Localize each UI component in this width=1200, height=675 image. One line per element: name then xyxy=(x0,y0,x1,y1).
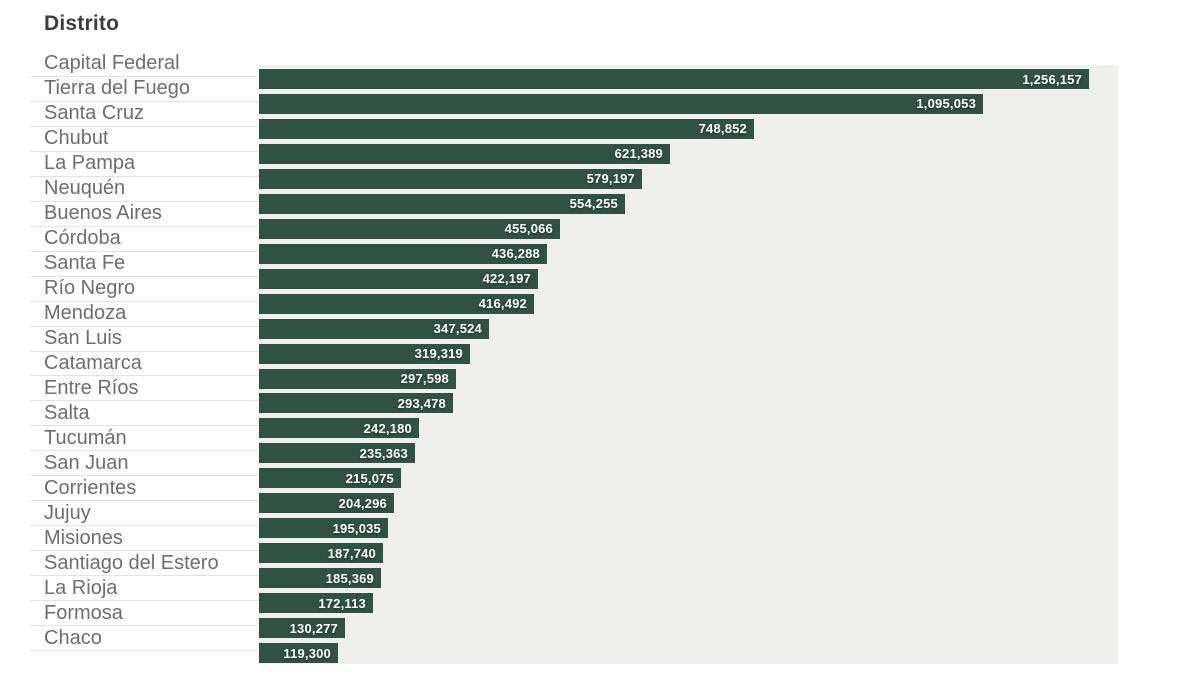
category-label: La Pampa xyxy=(30,152,259,177)
bar-value-label: 172,113 xyxy=(318,595,366,611)
bar: 554,255 xyxy=(259,193,625,214)
category-label: Santa Cruz xyxy=(30,102,259,127)
category-label: Río Negro xyxy=(30,277,259,302)
bar-value-label: 579,197 xyxy=(586,171,635,187)
bar-value-label: 119,300 xyxy=(283,645,331,661)
bar-value-label: 293,478 xyxy=(397,395,446,411)
bar-value-label: 319,319 xyxy=(414,346,463,362)
category-label: Jujuy xyxy=(30,501,259,527)
bar: 293,478 xyxy=(259,393,453,414)
category-label: Mendoza xyxy=(30,302,259,327)
category-label: Capital Federal xyxy=(30,52,259,77)
bar: 185,369 xyxy=(259,568,381,589)
category-label: Entre Ríos xyxy=(30,376,259,402)
bar-value-label: 195,035 xyxy=(332,520,381,536)
bar-value-label: 347,524 xyxy=(433,321,482,337)
bar-value-label: 185,369 xyxy=(325,570,374,586)
bar-value-label: 187,740 xyxy=(327,545,376,561)
bar-value-label: 215,075 xyxy=(345,470,394,486)
bar-value-label: 455,066 xyxy=(504,221,553,237)
bar: 422,197 xyxy=(259,268,538,289)
bar-value-label: 748,852 xyxy=(698,121,747,137)
bar-value-label: 436,288 xyxy=(491,246,540,262)
bar: 621,389 xyxy=(259,143,670,164)
category-label: San Luis xyxy=(30,327,259,352)
bar-value-label: 204,296 xyxy=(338,495,387,511)
category-label: Chaco xyxy=(30,626,259,652)
category-label: Buenos Aires xyxy=(30,202,259,227)
bar: 1,256,157 xyxy=(259,69,1089,89)
bar: 1,095,053 xyxy=(259,93,983,114)
category-label: Salta xyxy=(30,401,259,427)
bar: 748,852 xyxy=(259,118,754,139)
bar: 319,319 xyxy=(259,343,470,364)
category-label: Corrientes xyxy=(30,476,259,502)
bar: 195,035 xyxy=(259,518,388,539)
bar-value-label: 235,363 xyxy=(359,445,408,461)
bar: 347,524 xyxy=(259,318,489,339)
bar: 579,197 xyxy=(259,168,642,189)
bar: 119,300 xyxy=(259,643,338,664)
category-label: San Juan xyxy=(30,451,259,477)
bar: 242,180 xyxy=(259,418,419,439)
bar-value-label: 242,180 xyxy=(363,420,412,436)
bar: 215,075 xyxy=(259,468,401,489)
bar: 455,066 xyxy=(259,218,560,239)
category-label: Neuquén xyxy=(30,177,259,202)
bar-value-label: 130,277 xyxy=(289,620,338,636)
bar: 416,492 xyxy=(259,293,534,314)
bar: 436,288 xyxy=(259,243,547,264)
bar-value-label: 1,256,157 xyxy=(1022,71,1082,87)
bar: 235,363 xyxy=(259,443,415,464)
bar: 130,277 xyxy=(259,618,345,639)
bar-value-label: 621,389 xyxy=(614,146,663,162)
category-label: Tierra del Fuego xyxy=(30,77,259,102)
category-label: Tucumán xyxy=(30,426,259,452)
category-label: Córdoba xyxy=(30,227,259,252)
bar-value-label: 1,095,053 xyxy=(916,96,976,112)
category-label: Formosa xyxy=(30,601,259,627)
bar-value-label: 416,492 xyxy=(478,296,527,312)
bar-value-label: 297,598 xyxy=(400,371,449,387)
bar-value-label: 422,197 xyxy=(482,271,531,287)
category-label: La Rioja xyxy=(30,576,259,602)
bar: 187,740 xyxy=(259,543,383,564)
chart-title: Distrito xyxy=(44,12,120,35)
bar: 204,296 xyxy=(259,493,394,514)
category-label: Misiones xyxy=(30,526,259,552)
plot-area xyxy=(259,65,1118,664)
bar: 297,598 xyxy=(259,368,456,389)
category-label: Santiago del Estero xyxy=(30,551,259,577)
category-label: Santa Fe xyxy=(30,252,259,277)
bar-value-label: 554,255 xyxy=(569,196,618,212)
category-label: Catamarca xyxy=(30,352,259,377)
bar: 172,113 xyxy=(259,593,373,614)
category-label: Chubut xyxy=(30,127,259,152)
